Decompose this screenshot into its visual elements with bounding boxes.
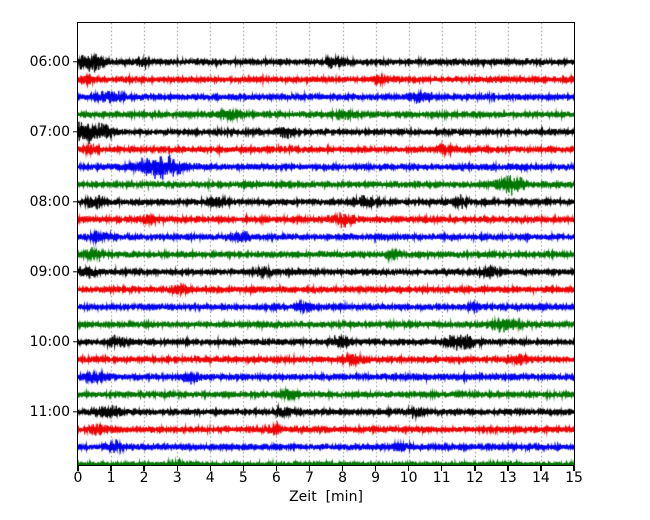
x-tick-mark bbox=[308, 466, 311, 471]
x-tick-label: 0 bbox=[73, 470, 83, 486]
y-tick-mark bbox=[72, 411, 78, 413]
seismogram-traces-canvas bbox=[78, 23, 574, 465]
y-tick-label: 09:00 bbox=[29, 264, 70, 280]
x-tick-label: 11 bbox=[432, 470, 451, 486]
x-tick-mark bbox=[374, 466, 377, 471]
x-tick-label: 4 bbox=[205, 470, 215, 486]
x-tick-label: 1 bbox=[106, 470, 116, 486]
x-tick-mark bbox=[143, 466, 145, 471]
x-tick-label: 13 bbox=[498, 470, 517, 486]
y-tick-label: 08:00 bbox=[29, 194, 70, 210]
x-tick-mark bbox=[474, 466, 476, 471]
x-tick-label: 2 bbox=[139, 470, 149, 486]
y-tick-label: 10:00 bbox=[29, 334, 70, 350]
y-tick-mark bbox=[72, 341, 78, 343]
x-tick-mark bbox=[275, 466, 278, 471]
x-tick-mark bbox=[209, 466, 211, 471]
y-tick-label: 06:00 bbox=[29, 54, 70, 70]
y-tick-label: 11:00 bbox=[29, 404, 70, 420]
x-tick-mark bbox=[242, 466, 245, 471]
x-axis-label: Zeit [min] bbox=[289, 489, 363, 505]
y-tick-mark bbox=[72, 271, 78, 273]
x-tick-mark bbox=[110, 466, 112, 471]
x-tick-mark bbox=[507, 466, 509, 471]
x-tick-label: 6 bbox=[271, 470, 281, 486]
y-tick-mark bbox=[72, 131, 78, 133]
x-tick-label: 8 bbox=[338, 470, 347, 486]
x-tick-mark bbox=[573, 466, 575, 471]
x-tick-label: 9 bbox=[371, 470, 381, 486]
x-tick-mark bbox=[540, 466, 542, 471]
y-axis-tick-marks bbox=[72, 0, 83, 520]
x-tick-mark bbox=[407, 466, 410, 471]
y-tick-mark bbox=[72, 201, 78, 203]
x-tick-mark bbox=[341, 466, 344, 471]
y-tick-mark bbox=[72, 61, 78, 63]
plot-area[interactable] bbox=[77, 22, 575, 466]
x-tick-label: 14 bbox=[532, 470, 550, 486]
x-tick-label: 7 bbox=[304, 470, 314, 486]
x-tick-label: 3 bbox=[172, 470, 182, 486]
x-tick-label: 10 bbox=[399, 470, 418, 486]
x-tick-mark bbox=[441, 466, 443, 471]
x-tick-label: 15 bbox=[565, 470, 583, 486]
x-tick-label: 12 bbox=[465, 470, 484, 486]
x-tick-mark bbox=[77, 466, 79, 471]
y-axis-tick-labels: 06:00 07:00 08:00 09:00 10:00 11:00 bbox=[0, 0, 70, 520]
x-tick-label: 5 bbox=[238, 470, 248, 486]
x-tick-mark bbox=[176, 466, 178, 471]
y-tick-label: 07:00 bbox=[29, 124, 70, 140]
